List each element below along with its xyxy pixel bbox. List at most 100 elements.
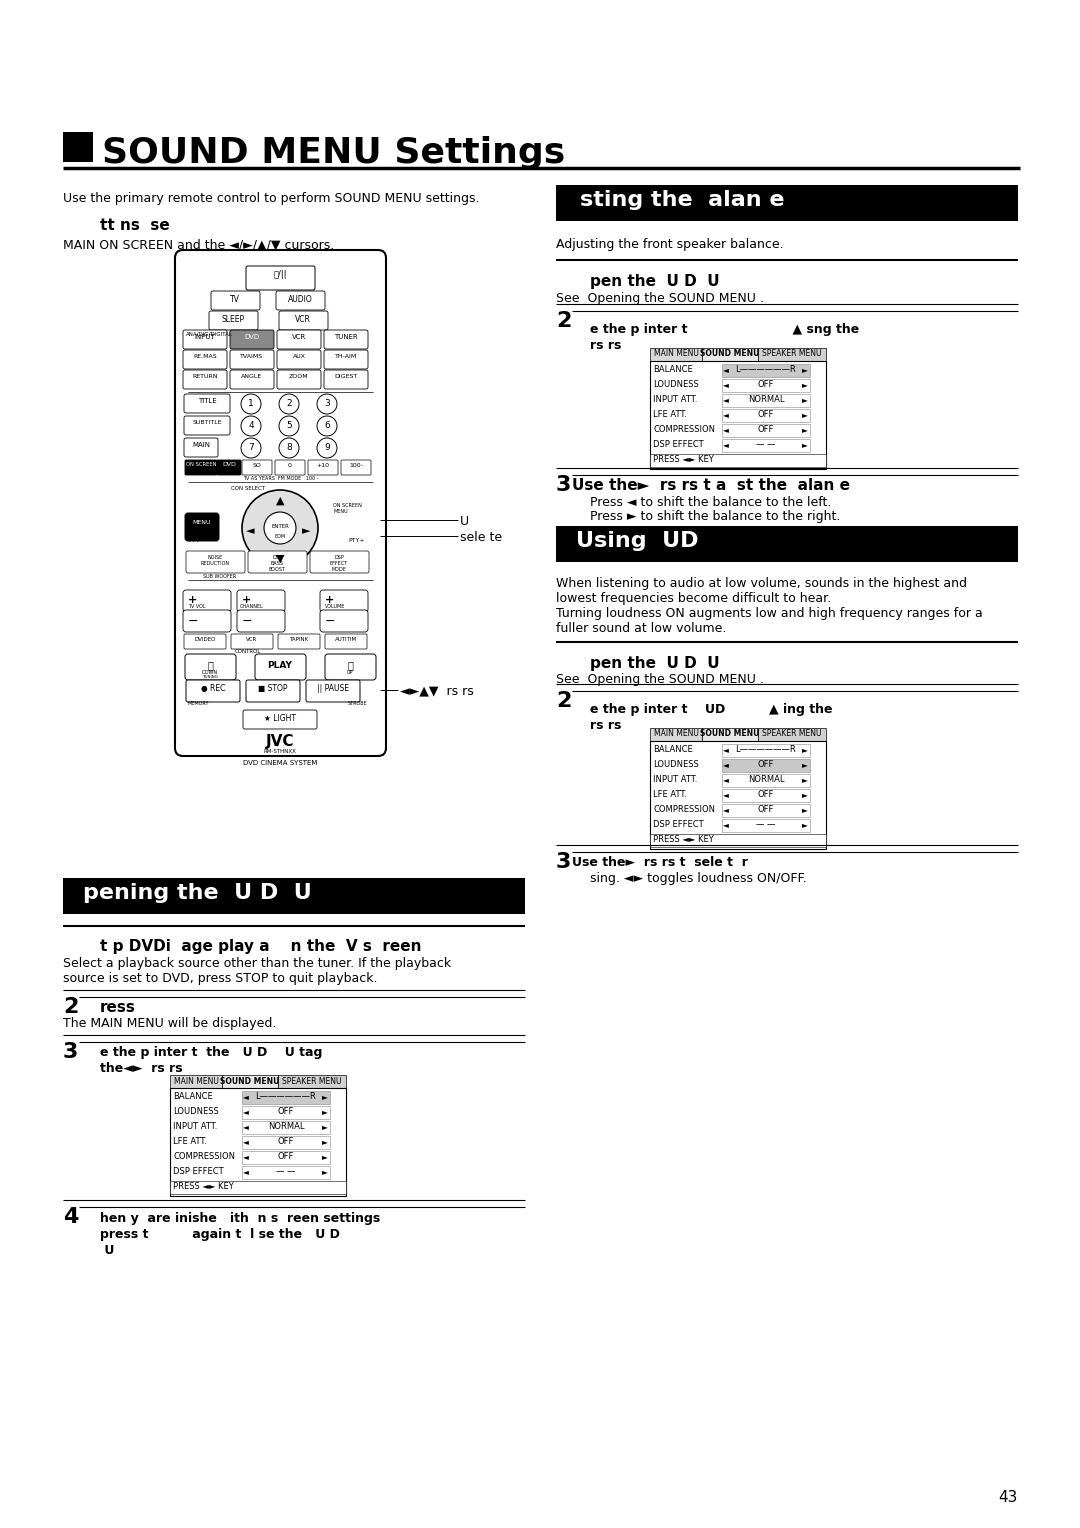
Bar xyxy=(650,454,826,468)
FancyBboxPatch shape xyxy=(183,590,231,613)
FancyBboxPatch shape xyxy=(246,680,300,701)
Text: L——————R: L——————R xyxy=(735,746,796,753)
FancyBboxPatch shape xyxy=(320,610,368,633)
FancyBboxPatch shape xyxy=(230,370,274,390)
Text: L——————R: L——————R xyxy=(735,365,796,374)
Text: ►: ► xyxy=(322,1093,328,1102)
Text: NORMAL: NORMAL xyxy=(747,775,784,784)
Text: ◄: ◄ xyxy=(723,775,729,784)
Text: OFF: OFF xyxy=(758,380,774,390)
Circle shape xyxy=(279,416,299,435)
Text: pening the  U D  U: pening the U D U xyxy=(83,883,312,903)
Text: DSP EFFECT: DSP EFFECT xyxy=(653,440,704,449)
Text: UP: UP xyxy=(347,669,353,675)
Circle shape xyxy=(264,512,296,544)
Text: 4: 4 xyxy=(248,422,254,429)
Text: 2: 2 xyxy=(286,399,292,408)
Text: DOWN: DOWN xyxy=(202,669,218,675)
Text: ★ LIGHT: ★ LIGHT xyxy=(264,714,296,723)
Text: LFE ATT.: LFE ATT. xyxy=(173,1137,207,1146)
Bar xyxy=(170,1088,346,1196)
FancyBboxPatch shape xyxy=(320,590,368,613)
Bar xyxy=(63,879,525,914)
Text: BALANCE: BALANCE xyxy=(653,365,692,374)
Text: 0: 0 xyxy=(288,463,292,468)
Bar xyxy=(758,348,826,361)
Text: PRESS ◄► KEY: PRESS ◄► KEY xyxy=(173,1183,233,1190)
Bar xyxy=(242,1166,330,1180)
Text: the◄►  rs rs: the◄► rs rs xyxy=(100,1062,183,1076)
Text: SOUND MENU: SOUND MENU xyxy=(700,729,759,738)
Text: ◄►▲▼  rs rs: ◄►▲▼ rs rs xyxy=(400,685,474,697)
Text: 4: 4 xyxy=(63,1207,79,1227)
Text: PRESS ◄► KEY: PRESS ◄► KEY xyxy=(653,834,714,843)
Text: ◄: ◄ xyxy=(723,746,729,753)
Text: TVAIMS: TVAIMS xyxy=(241,354,264,359)
Text: See  Opening the SOUND MENU .: See Opening the SOUND MENU . xyxy=(556,292,764,306)
Text: ►: ► xyxy=(802,746,808,753)
Text: DSP EFFECT: DSP EFFECT xyxy=(173,1167,224,1177)
FancyBboxPatch shape xyxy=(185,654,237,680)
FancyBboxPatch shape xyxy=(275,460,305,475)
Text: MENU: MENU xyxy=(192,520,212,526)
FancyBboxPatch shape xyxy=(306,680,360,701)
FancyBboxPatch shape xyxy=(231,634,273,649)
Text: NORMAL: NORMAL xyxy=(268,1122,305,1131)
Bar xyxy=(723,423,810,437)
Text: ◄: ◄ xyxy=(723,759,729,769)
FancyBboxPatch shape xyxy=(183,350,227,368)
Text: TAPINK: TAPINK xyxy=(289,637,309,642)
Text: VCR: VCR xyxy=(295,315,311,324)
Text: ress: ress xyxy=(100,999,136,1015)
FancyBboxPatch shape xyxy=(183,330,227,348)
Circle shape xyxy=(242,490,318,565)
Text: ● REC: ● REC xyxy=(201,685,226,694)
Text: SOUND MENU: SOUND MENU xyxy=(700,350,759,359)
Text: 7: 7 xyxy=(248,443,254,452)
Text: ►: ► xyxy=(802,440,808,449)
Text: MAIN MENU: MAIN MENU xyxy=(653,729,699,738)
Text: ◄: ◄ xyxy=(723,805,729,814)
Text: +10: +10 xyxy=(316,463,329,468)
FancyBboxPatch shape xyxy=(185,460,217,475)
Bar xyxy=(650,834,826,847)
Text: 3: 3 xyxy=(556,475,571,495)
Text: rs rs: rs rs xyxy=(590,339,621,351)
Text: RE.MAS: RE.MAS xyxy=(193,354,217,359)
Text: ■ STOP: ■ STOP xyxy=(258,685,287,694)
Bar xyxy=(702,727,758,741)
Text: OFF: OFF xyxy=(758,805,774,814)
Bar xyxy=(242,1106,330,1118)
Text: — —: — — xyxy=(276,1167,296,1177)
Text: DSP EFFECT: DSP EFFECT xyxy=(653,821,704,830)
FancyBboxPatch shape xyxy=(243,711,318,729)
Text: 100-: 100- xyxy=(349,463,363,468)
Text: hen y  are inishe   ith  n s  reen settings: hen y are inishe ith n s reen settings xyxy=(100,1212,380,1225)
FancyBboxPatch shape xyxy=(184,634,226,649)
Text: MAIN: MAIN xyxy=(192,442,210,448)
Text: LFE ATT.: LFE ATT. xyxy=(653,790,687,799)
Bar xyxy=(723,379,810,393)
Bar xyxy=(723,819,810,833)
Text: ►: ► xyxy=(802,365,808,374)
Text: 43: 43 xyxy=(999,1490,1018,1505)
Text: BALANCE: BALANCE xyxy=(653,746,692,753)
Text: PTY-: PTY- xyxy=(188,538,201,542)
Text: lowest frequencies become difficult to hear.: lowest frequencies become difficult to h… xyxy=(556,591,832,605)
Bar xyxy=(242,1122,330,1134)
Text: ⏻/||: ⏻/|| xyxy=(273,270,287,280)
Text: 6: 6 xyxy=(324,422,329,429)
FancyBboxPatch shape xyxy=(325,654,376,680)
Text: OFF: OFF xyxy=(758,410,774,419)
Bar xyxy=(758,727,826,741)
Text: ►: ► xyxy=(322,1152,328,1161)
Text: ◄: ◄ xyxy=(723,380,729,390)
Bar xyxy=(650,361,826,469)
Text: sting the  alan e: sting the alan e xyxy=(580,189,784,209)
Text: AUX: AUX xyxy=(293,354,306,359)
Text: TUNING: TUNING xyxy=(202,675,218,678)
Text: pen the  U D  U: pen the U D U xyxy=(590,656,719,671)
Text: ◄: ◄ xyxy=(243,1106,248,1115)
FancyBboxPatch shape xyxy=(230,330,274,348)
Text: press t          again t  l se the   U D: press t again t l se the U D xyxy=(100,1229,340,1241)
